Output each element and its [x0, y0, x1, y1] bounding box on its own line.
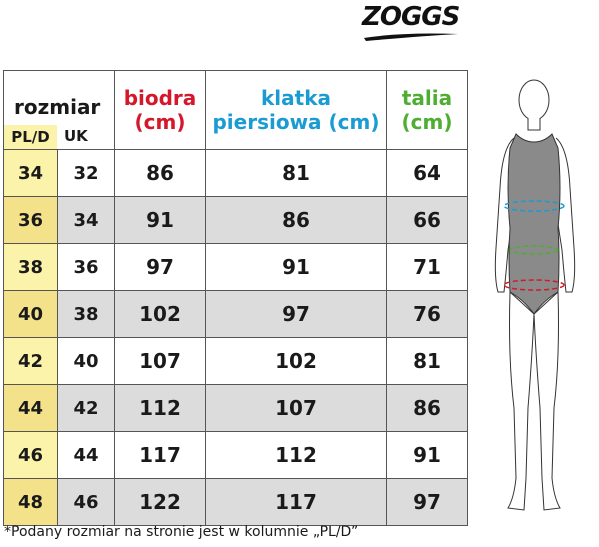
talia-cell: 76: [386, 290, 468, 338]
table-row: 48 46 122 117 97: [3, 478, 468, 526]
pl-size-cell: 38: [3, 243, 58, 291]
uk-size-cell: 46: [57, 478, 115, 526]
klatka-cell: 86: [205, 196, 387, 244]
uk-size-cell: 32: [57, 149, 115, 197]
talia-cell: 71: [386, 243, 468, 291]
hip-measure-line: [503, 279, 565, 291]
biodra-cell: 112: [114, 384, 206, 432]
klatka-cell: 91: [205, 243, 387, 291]
zoggs-logo: ZOGGS: [362, 2, 462, 46]
header-klatka: klatka piersiowa (cm): [205, 70, 387, 150]
header-talia: talia (cm): [386, 70, 468, 150]
header-row: rozmiar PL/D UK biodra (cm) klatka piers…: [3, 70, 468, 150]
biodra-cell: 122: [114, 478, 206, 526]
header-biodra: biodra (cm): [114, 70, 206, 150]
size-table: rozmiar PL/D UK biodra (cm) klatka piers…: [3, 70, 468, 526]
talia-cell: 81: [386, 337, 468, 385]
klatka-cell: 81: [205, 149, 387, 197]
table-row: 34 32 86 81 64: [3, 149, 468, 197]
biodra-cell: 107: [114, 337, 206, 385]
header-rozmiar: rozmiar PL/D UK: [3, 70, 115, 150]
pl-size-cell: 34: [3, 149, 58, 197]
klatka-unit: piersiowa (cm): [212, 110, 380, 134]
pl-size-cell: 44: [3, 384, 58, 432]
uk-size-cell: 40: [57, 337, 115, 385]
table-row: 46 44 117 112 91: [3, 431, 468, 479]
pl-size-cell: 46: [3, 431, 58, 479]
uk-label: UK: [64, 127, 88, 145]
chest-measure-line: [503, 200, 565, 212]
biodra-cell: 102: [114, 290, 206, 338]
table-row: 38 36 97 91 71: [3, 243, 468, 291]
klatka-cell: 117: [205, 478, 387, 526]
talia-cell: 64: [386, 149, 468, 197]
biodra-cell: 91: [114, 196, 206, 244]
talia-cell: 97: [386, 478, 468, 526]
uk-size-cell: 44: [57, 431, 115, 479]
pl-size-cell: 48: [3, 478, 58, 526]
talia-label: talia: [401, 86, 453, 110]
footnote: *Podany rozmiar na stronie jest w kolumn…: [4, 524, 359, 540]
klatka-label: klatka: [260, 86, 331, 110]
uk-size-cell: 36: [57, 243, 115, 291]
pl-size-cell: 42: [3, 337, 58, 385]
biodra-cell: 97: [114, 243, 206, 291]
table-row: 42 40 107 102 81: [3, 337, 468, 385]
uk-size-cell: 42: [57, 384, 115, 432]
klatka-cell: 107: [205, 384, 387, 432]
biodra-cell: 117: [114, 431, 206, 479]
uk-size-cell: 38: [57, 290, 115, 338]
table-row: 36 34 91 86 66: [3, 196, 468, 244]
klatka-cell: 112: [205, 431, 387, 479]
biodra-cell: 86: [114, 149, 206, 197]
table-row: 44 42 112 107 86: [3, 384, 468, 432]
biodra-unit: (cm): [134, 110, 186, 134]
talia-unit: (cm): [401, 110, 453, 134]
logo-swoosh-icon: [364, 33, 458, 41]
uk-size-cell: 34: [57, 196, 115, 244]
talia-cell: 91: [386, 431, 468, 479]
talia-cell: 86: [386, 384, 468, 432]
swimsuit-shape: [507, 133, 561, 315]
body-figure-illustration: [494, 79, 576, 511]
biodra-label: biodra: [123, 86, 197, 110]
waist-measure-line: [509, 245, 559, 255]
rozmiar-label: rozmiar: [14, 95, 101, 119]
klatka-cell: 102: [205, 337, 387, 385]
brand-name: ZOGGS: [362, 2, 460, 32]
table-row: 40 38 102 97 76: [3, 290, 468, 338]
pl-size-cell: 36: [3, 196, 58, 244]
klatka-cell: 97: [205, 290, 387, 338]
pl-d-label: PL/D: [4, 125, 57, 149]
pl-size-cell: 40: [3, 290, 58, 338]
talia-cell: 66: [386, 196, 468, 244]
